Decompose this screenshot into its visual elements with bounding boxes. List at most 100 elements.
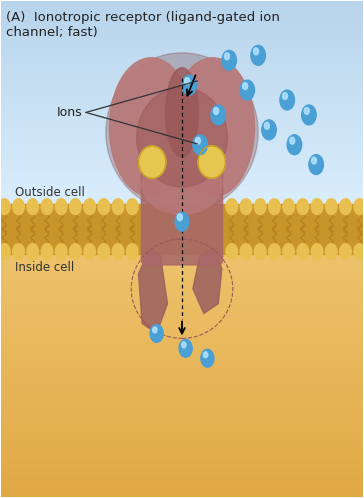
Circle shape [182, 75, 197, 95]
Bar [1, 258, 363, 262]
Bar [1, 493, 363, 498]
Bar [1, 194, 363, 198]
Bar [1, 75, 363, 79]
Bar [1, 177, 363, 181]
Circle shape [13, 244, 24, 259]
Bar [1, 109, 363, 113]
Circle shape [203, 352, 208, 358]
Circle shape [240, 80, 254, 100]
Circle shape [222, 50, 236, 70]
Circle shape [185, 78, 190, 85]
Bar [1, 31, 363, 35]
Bar [1, 181, 363, 184]
Bar [1, 28, 363, 31]
Bar [1, 113, 363, 116]
Bar [1, 388, 363, 392]
Bar [1, 319, 363, 323]
Bar [1, 485, 363, 489]
Bar [1, 4, 363, 7]
Ellipse shape [198, 146, 225, 178]
Bar [1, 99, 363, 103]
Bar [1, 404, 363, 408]
Bar [1, 0, 363, 4]
Bar [1, 392, 363, 396]
Bar [1, 38, 363, 41]
Bar [1, 489, 363, 493]
Ellipse shape [142, 155, 222, 214]
Bar [1, 396, 363, 400]
Bar [1, 432, 363, 436]
Circle shape [254, 244, 266, 259]
Bar [1, 294, 363, 299]
Circle shape [253, 48, 258, 55]
Bar [1, 24, 363, 28]
Circle shape [242, 83, 248, 90]
Bar [1, 266, 363, 270]
Bar [1, 58, 363, 62]
Bar [1, 146, 363, 150]
Circle shape [340, 244, 351, 259]
Text: Ions: Ions [57, 106, 82, 119]
Circle shape [304, 108, 309, 115]
Circle shape [193, 135, 207, 155]
Bar [1, 457, 363, 461]
Circle shape [269, 199, 280, 215]
Circle shape [325, 199, 337, 215]
Bar [1, 453, 363, 457]
Bar [1, 335, 363, 339]
Circle shape [283, 244, 294, 259]
Bar [1, 299, 363, 303]
Bar [1, 303, 363, 307]
Circle shape [84, 199, 95, 215]
Circle shape [126, 244, 138, 259]
Circle shape [280, 90, 294, 110]
Circle shape [240, 244, 252, 259]
Circle shape [41, 199, 53, 215]
Bar [1, 72, 363, 75]
Bar [1, 184, 363, 187]
Bar [1, 384, 363, 388]
Circle shape [112, 244, 124, 259]
Ellipse shape [136, 88, 228, 187]
Bar [1, 408, 363, 412]
Bar [1, 106, 363, 109]
Bar [1, 465, 363, 469]
Bar [1, 331, 363, 335]
Ellipse shape [139, 146, 166, 178]
Bar [1, 198, 363, 201]
Bar [1, 62, 363, 65]
Bar [1, 160, 363, 163]
Circle shape [214, 108, 219, 115]
Bar [1, 368, 363, 372]
Circle shape [126, 199, 138, 215]
Circle shape [70, 244, 81, 259]
Bar [1, 174, 363, 177]
Bar [1, 400, 363, 404]
Bar [1, 82, 363, 86]
Bar [1, 7, 363, 11]
Bar [1, 167, 363, 170]
Ellipse shape [171, 58, 254, 197]
Circle shape [283, 199, 294, 215]
Circle shape [340, 199, 351, 215]
Bar [1, 424, 363, 428]
Circle shape [325, 244, 337, 259]
Bar [1, 420, 363, 424]
Circle shape [251, 45, 265, 65]
Bar [1, 191, 363, 194]
Bar [1, 52, 363, 55]
Circle shape [70, 199, 81, 215]
Bar [1, 153, 363, 157]
Bar [1, 150, 363, 153]
Bar [1, 311, 363, 315]
Bar [1, 86, 363, 89]
Circle shape [287, 135, 302, 155]
Bar [1, 17, 363, 21]
Circle shape [254, 199, 266, 215]
Bar [1, 307, 363, 311]
Bar [1, 428, 363, 432]
Circle shape [13, 199, 24, 215]
Text: Outside cell: Outside cell [15, 186, 85, 199]
Bar [1, 69, 363, 72]
Bar [1, 129, 363, 133]
